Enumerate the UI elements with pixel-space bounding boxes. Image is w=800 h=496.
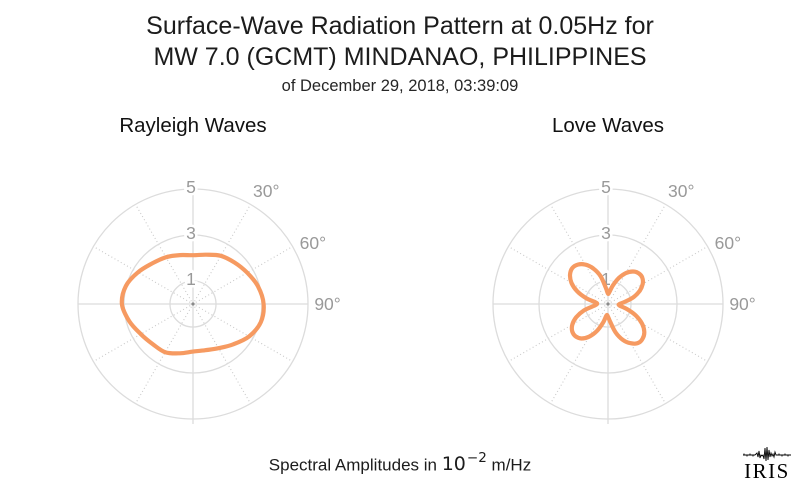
r-tick-label: 3 [186, 223, 196, 243]
dotted-radial-gridline [194, 204, 251, 302]
amplitude-units-note: Spectral Amplitudes in 10−2 m/Hz [0, 450, 800, 476]
dotted-radial-gridline [194, 306, 251, 404]
dotted-radial-gridline [93, 246, 191, 303]
rayleigh-plot-title: Rayleigh Waves [119, 114, 267, 137]
grid-circle-r1 [169, 280, 217, 328]
theta-tick-label: 60° [300, 233, 326, 253]
r-tick-label: 1 [186, 269, 196, 289]
theta-tick-label: 30° [253, 181, 279, 201]
dotted-radial-gridline [93, 305, 191, 362]
theta-tick-label: 90° [314, 294, 340, 314]
iris-logo-text: IRIS [744, 459, 790, 483]
seismogram-icon [743, 446, 791, 462]
figure-title-line1: Surface-Wave Radiation Pattern at 0.05Hz… [146, 12, 654, 40]
dotted-radial-gridline [550, 306, 607, 404]
dotted-radial-gridline [135, 306, 192, 404]
theta-tick-label: 60° [715, 233, 741, 253]
theta-tick-label: 30° [668, 181, 694, 201]
r-tick-label: 5 [601, 177, 611, 197]
love-plot-title: Love Waves [551, 114, 665, 137]
figure-title-line2: MW 7.0 (GCMT) MINDANAO, PHILIPPINES [153, 43, 647, 71]
dotted-radial-gridline [195, 246, 293, 303]
dotted-radial-gridline [610, 246, 708, 303]
love-spectral-amplitude-curve [567, 262, 647, 346]
grid-circle-r3 [538, 234, 678, 374]
grid-circle-r1 [584, 280, 632, 328]
theta-tick-label: 90° [729, 294, 755, 314]
dotted-radial-gridline [609, 204, 666, 302]
units-note-suffix: m/Hz [491, 455, 532, 475]
r-tick-label: 3 [601, 223, 611, 243]
dotted-radial-gridline [195, 305, 293, 362]
grid-circle-r5 [77, 188, 309, 420]
plot-center-dot [606, 302, 610, 306]
units-note-prefix: Spectral Amplitudes in [268, 455, 437, 475]
grid-circle-r5 [492, 188, 724, 420]
dotted-radial-gridline [609, 306, 666, 404]
dotted-radial-gridline [550, 204, 607, 302]
dotted-radial-gridline [135, 204, 192, 302]
dotted-radial-gridline [508, 246, 606, 303]
units-note-mathtext: 10−2 [441, 450, 487, 476]
love-polar-plot: 1 3 5 30° 60° 90° [492, 175, 756, 424]
dotted-radial-gridline [610, 305, 708, 362]
rayleigh-polar-plot: 1 3 5 30° 60° 90° [77, 175, 341, 424]
dotted-radial-gridline [508, 305, 606, 362]
iris-logo: IRIS [740, 446, 794, 483]
r-tick-label: 1 [601, 269, 611, 289]
plot-center-dot [191, 302, 195, 306]
figure-subtitle: of December 29, 2018, 03:39:09 [281, 77, 519, 95]
r-tick-label: 5 [186, 177, 196, 197]
figure-header: Surface-Wave Radiation Pattern at 0.05Hz… [0, 11, 800, 96]
rayleigh-spectral-amplitude-curve [119, 252, 266, 356]
